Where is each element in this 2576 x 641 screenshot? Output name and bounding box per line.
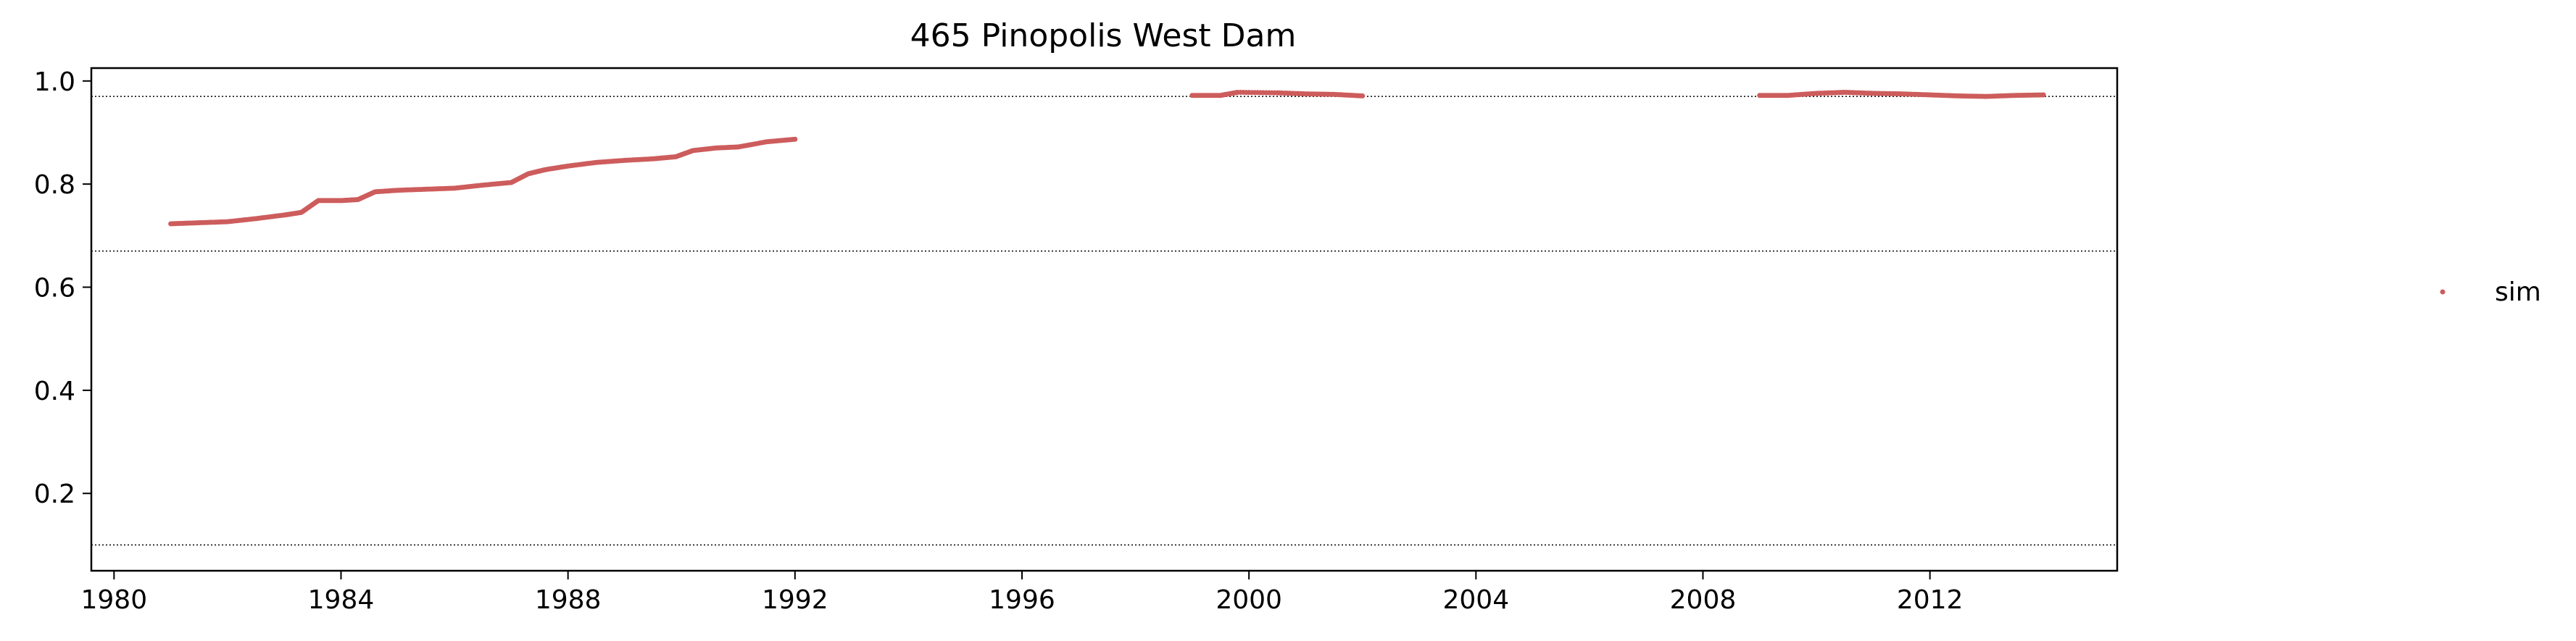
y-tick-label: 0.4 [34, 377, 75, 406]
data-point [792, 136, 798, 142]
x-tick-label: 2004 [1442, 585, 1509, 615]
data-points [168, 89, 2046, 227]
y-axis: 0.2 0.4 0.6 0.8 1.0 [34, 67, 91, 509]
x-tick-label: 2012 [1897, 585, 1964, 615]
reference-lines [91, 96, 2117, 546]
y-tick-label: 0.6 [34, 274, 75, 303]
x-tick-label: 1992 [762, 585, 828, 615]
y-tick-label: 1.0 [34, 67, 75, 97]
x-tick-label: 2000 [1216, 585, 1282, 615]
legend-label: sim [2495, 277, 2541, 307]
y-tick-label: 0.2 [34, 479, 75, 509]
x-tick-label: 1988 [535, 585, 602, 615]
x-tick-label: 1984 [308, 585, 375, 615]
x-tick-label: 1980 [81, 585, 148, 615]
x-tick-label: 2008 [1670, 585, 1737, 615]
y-tick-label: 0.8 [34, 170, 75, 200]
data-point [1360, 93, 1366, 99]
x-axis: 1980 1984 1988 1992 1996 2000 2004 2008 2012 [81, 571, 1964, 615]
legend-marker [2440, 289, 2446, 295]
plot-frame [90, 67, 2119, 572]
x-tick-label: 1996 [989, 585, 1055, 615]
chart-title: 465 Pinopolis West Dam [910, 17, 1297, 54]
legend: sim [2440, 277, 2541, 307]
data-point [2040, 92, 2046, 98]
